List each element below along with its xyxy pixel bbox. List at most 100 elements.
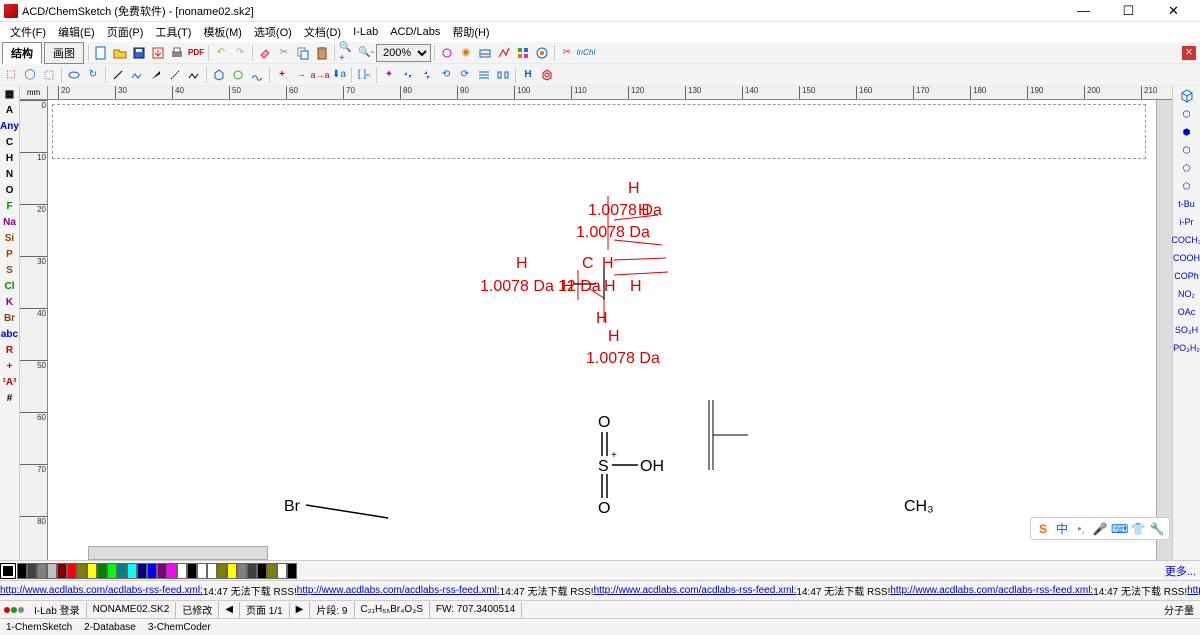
tab-draw[interactable]: 画图 xyxy=(44,42,84,64)
ring-icon[interactable] xyxy=(229,66,247,84)
save-icon[interactable] xyxy=(130,44,148,62)
rotate-left-icon[interactable]: ⟲ xyxy=(437,66,455,84)
element-¹A³[interactable]: ¹A³ xyxy=(0,374,19,390)
color-swatch[interactable] xyxy=(287,563,297,579)
color-swatch[interactable] xyxy=(87,563,97,579)
flip-v-icon[interactable] xyxy=(418,66,436,84)
bond-down-icon[interactable] xyxy=(166,66,184,84)
template-⬢[interactable]: ⬢ xyxy=(1175,124,1199,140)
color-swatch[interactable] xyxy=(257,563,267,579)
hand-icon[interactable] xyxy=(40,66,58,84)
print-icon[interactable] xyxy=(168,44,186,62)
tool-e-icon[interactable] xyxy=(514,44,532,62)
color-swatch[interactable] xyxy=(57,563,67,579)
atom-label[interactable]: 1.0078 Da xyxy=(586,350,660,368)
color-swatch[interactable] xyxy=(167,563,177,579)
color-swatch[interactable] xyxy=(147,563,157,579)
rss-link[interactable]: http://www.acdlabs.com/acdlabs-rss-feed.… xyxy=(890,585,1093,596)
template-⬠[interactable]: ⬠ xyxy=(1175,178,1199,194)
close-document-icon[interactable]: ✕ xyxy=(1182,46,1196,60)
atom-label[interactable]: H xyxy=(628,180,640,198)
template-⬡[interactable]: ⬡ xyxy=(1175,142,1199,158)
rotate2d-icon[interactable]: ↻ xyxy=(84,66,102,84)
element-H[interactable]: H xyxy=(0,150,19,166)
template-⬡[interactable]: ⬡ xyxy=(1175,106,1199,122)
atom-label[interactable]: O xyxy=(598,500,610,518)
element-Br[interactable]: Br xyxy=(0,310,19,326)
bottom-tab-1-ChemSketch[interactable]: 1-ChemSketch xyxy=(0,622,78,633)
aromatize-icon[interactable] xyxy=(538,66,556,84)
erase-icon[interactable] xyxy=(256,44,274,62)
color-swatch[interactable] xyxy=(107,563,117,579)
color-swatch[interactable] xyxy=(97,563,107,579)
maximize-button[interactable]: ☐ xyxy=(1106,1,1151,21)
cube-icon[interactable] xyxy=(1175,88,1199,104)
template-COOH[interactable]: COOH xyxy=(1175,250,1199,266)
bond-up-icon[interactable] xyxy=(147,66,165,84)
inchi-icon[interactable]: InChI xyxy=(577,44,595,62)
menu-页面P[interactable]: 页面(P) xyxy=(101,22,150,42)
tool-b-icon[interactable]: ◉ xyxy=(457,44,475,62)
atom-label[interactable]: 1.0078 Da xyxy=(588,202,662,220)
menu-模板M[interactable]: 模板(M) xyxy=(197,22,248,42)
cut-icon[interactable]: ✂ xyxy=(275,44,293,62)
color-swatch[interactable] xyxy=(17,563,27,579)
color-swatch[interactable] xyxy=(157,563,167,579)
atom-label[interactable]: 1.0078 Da xyxy=(480,278,554,296)
atom-label[interactable]: H xyxy=(630,278,642,296)
lasso-icon[interactable]: ◯ xyxy=(21,66,39,84)
color-swatch[interactable] xyxy=(277,563,287,579)
zoom-select[interactable]: 200% xyxy=(376,44,431,62)
color-swatch[interactable] xyxy=(237,563,247,579)
select-icon[interactable]: ⬚ xyxy=(2,66,20,84)
ime-punct-icon[interactable]: •, xyxy=(1073,522,1089,536)
align-icon[interactable] xyxy=(475,66,493,84)
menu-工具T[interactable]: 工具(T) xyxy=(149,22,197,42)
atom-label[interactable]: S xyxy=(598,458,609,476)
element-Na[interactable]: Na xyxy=(0,214,19,230)
clean-icon[interactable]: ✦ xyxy=(380,66,398,84)
color-fg-bg[interactable] xyxy=(0,563,16,579)
bottom-tab-2-Database[interactable]: 2-Database xyxy=(78,622,142,633)
element-abc[interactable]: abc xyxy=(0,326,19,342)
atom-label[interactable]: H xyxy=(638,202,650,220)
menu-帮助H[interactable]: 帮助(H) xyxy=(446,22,495,42)
color-swatch[interactable] xyxy=(177,563,187,579)
atom-label[interactable]: H xyxy=(608,328,620,346)
element-S[interactable]: S xyxy=(0,262,19,278)
redo-icon[interactable]: ↷ xyxy=(231,44,249,62)
new-icon[interactable] xyxy=(92,44,110,62)
color-swatch[interactable] xyxy=(187,563,197,579)
template-COCH₃[interactable]: COCH₃ xyxy=(1175,232,1199,248)
atom-label[interactable]: Br xyxy=(284,498,300,516)
template-OAc[interactable]: OAc xyxy=(1175,304,1199,320)
template-NO₂[interactable]: NO₂ xyxy=(1175,286,1199,302)
menu-选项O[interactable]: 选项(O) xyxy=(248,22,298,42)
ime-mic-icon[interactable]: 🎤 xyxy=(1092,522,1108,536)
element-▦[interactable]: ▦ xyxy=(0,86,19,102)
rss-link[interactable]: http://www.acdlabs.com/acdlabs-rss-feed.… xyxy=(0,585,203,596)
ime-keyboard-icon[interactable]: ⌨ xyxy=(1111,522,1127,536)
atom-label[interactable]: H xyxy=(516,255,528,273)
benzene-icon[interactable] xyxy=(210,66,228,84)
more-colors-link[interactable]: 更多... xyxy=(1165,563,1200,579)
ime-tool-icon[interactable]: 🔧 xyxy=(1149,522,1165,536)
pdf-icon[interactable]: PDF xyxy=(187,44,205,62)
atom-label[interactable]: C xyxy=(582,255,594,273)
zoom-out-icon[interactable]: 🔍- xyxy=(357,44,375,62)
atom-label[interactable]: H xyxy=(562,278,574,296)
color-swatch[interactable] xyxy=(137,563,147,579)
ime-lang-icon[interactable]: 中 xyxy=(1054,520,1070,537)
element-+[interactable]: + xyxy=(0,358,19,374)
element-A[interactable]: A xyxy=(0,102,19,118)
element-F[interactable]: F xyxy=(0,198,19,214)
menu-ACD/Labs[interactable]: ACD/Labs xyxy=(384,24,446,40)
element-Any[interactable]: Any xyxy=(0,118,19,134)
v-scrollbar[interactable] xyxy=(1156,100,1172,560)
chain-n-icon[interactable] xyxy=(248,66,266,84)
rss-link[interactable]: http://w xyxy=(1187,585,1200,596)
element-N[interactable]: N xyxy=(0,166,19,182)
atom-label[interactable]: 1.0078 Da xyxy=(576,224,650,242)
drawing-canvas[interactable]: H1.0078 DaH1.0078 DaCHH1.0078 Da12 DaHHH… xyxy=(48,100,1172,560)
tool-c-icon[interactable] xyxy=(476,44,494,62)
